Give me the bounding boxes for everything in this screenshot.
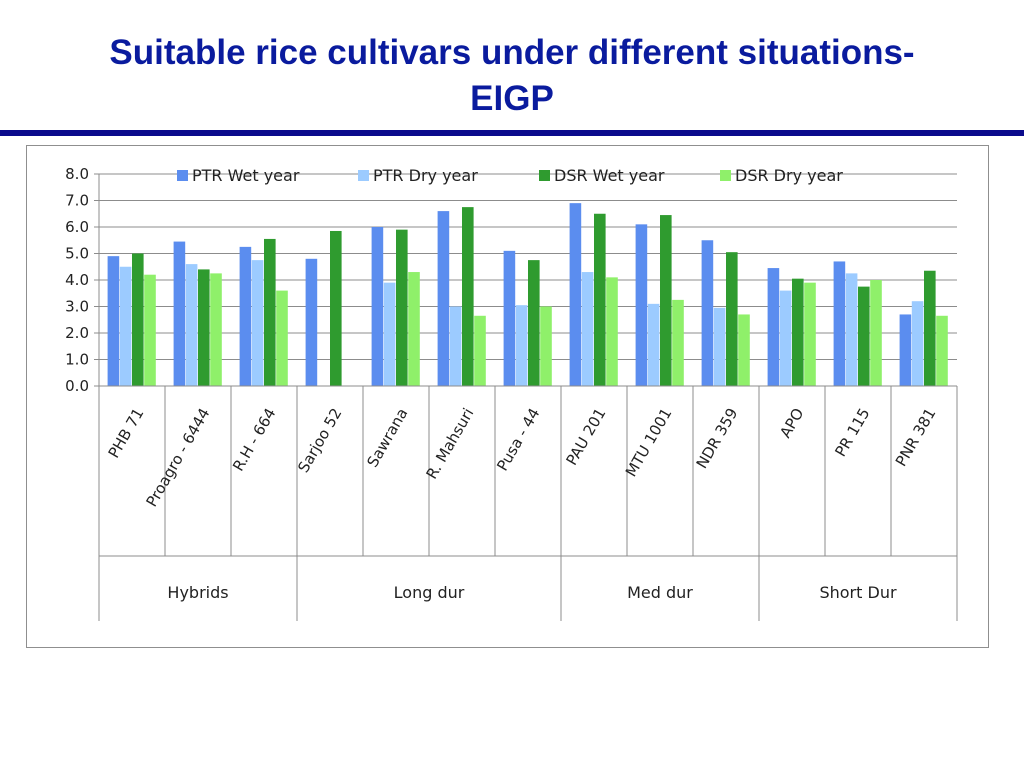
x-category-label: Proagro - 6444 bbox=[143, 405, 214, 510]
legend-label: PTR Wet year bbox=[192, 166, 300, 185]
bar-dsr-wet-year bbox=[198, 269, 210, 386]
group-label: Med dur bbox=[627, 583, 693, 602]
bar-ptr-wet-year bbox=[767, 268, 780, 386]
group-label: Hybrids bbox=[167, 583, 228, 602]
bar-dsr-dry-year bbox=[936, 315, 948, 386]
bar-dsr-wet-year bbox=[858, 286, 870, 386]
x-category-label: PR 115 bbox=[831, 405, 873, 460]
legend-swatch bbox=[720, 170, 731, 181]
chart-frame: 0.0 1.0 2.0 3.0 4.0 5.0 6.0 7.0 8.0 PTR Wet year P… bbox=[26, 145, 989, 648]
bar-ptr-dry-year bbox=[515, 305, 528, 386]
bar-dsr-dry-year bbox=[672, 299, 684, 386]
bar-dsr-dry-year bbox=[804, 282, 816, 386]
title-rule bbox=[0, 130, 1024, 136]
bar-ptr-wet-year bbox=[107, 256, 120, 386]
bar-dsr-dry-year bbox=[276, 290, 288, 386]
bar-ptr-wet-year bbox=[371, 227, 384, 386]
y-tick-label: 6.0 bbox=[65, 218, 89, 236]
bar-ptr-wet-year bbox=[239, 246, 252, 386]
bar-ptr-wet-year bbox=[569, 203, 582, 386]
x-category-label: PAU 201 bbox=[563, 405, 610, 468]
bar-dsr-wet-year bbox=[726, 252, 738, 386]
slide-title-line-1: Suitable rice cultivars under different … bbox=[109, 33, 915, 72]
bar-ptr-dry-year bbox=[911, 301, 924, 386]
legend-swatch bbox=[177, 170, 188, 181]
legend-label: PTR Dry year bbox=[373, 166, 478, 185]
bar-dsr-wet-year bbox=[792, 278, 804, 386]
y-tick-label: 7.0 bbox=[65, 192, 89, 210]
bar-ptr-wet-year bbox=[833, 261, 846, 386]
bar-dsr-dry-year bbox=[540, 306, 552, 386]
bar-ptr-dry-year bbox=[779, 290, 792, 386]
bar-dsr-dry-year bbox=[474, 315, 486, 386]
bar-dsr-wet-year bbox=[660, 215, 672, 386]
bar-dsr-wet-year bbox=[132, 253, 144, 386]
x-category-label: Sarjoo 52 bbox=[294, 405, 345, 476]
bar-dsr-dry-year bbox=[144, 274, 156, 386]
bar-ptr-dry-year bbox=[713, 307, 726, 386]
x-category-label: MTU 1001 bbox=[622, 405, 676, 480]
bar-dsr-dry-year bbox=[606, 277, 618, 386]
y-tick-label: 4.0 bbox=[65, 271, 89, 289]
y-tick-label: 5.0 bbox=[65, 245, 89, 263]
slide-title-line-2: EIGP bbox=[470, 79, 554, 118]
grouped-bar-chart: 0.0 1.0 2.0 3.0 4.0 5.0 6.0 7.0 8.0 PTR Wet year P… bbox=[65, 165, 958, 621]
bar-ptr-wet-year bbox=[635, 224, 648, 386]
y-tick-label: 3.0 bbox=[65, 298, 89, 316]
x-category-label: Pusa - 44 bbox=[493, 405, 543, 474]
bar-dsr-dry-year bbox=[408, 272, 420, 386]
bar-dsr-dry-year bbox=[738, 314, 750, 386]
bar-dsr-wet-year bbox=[330, 230, 342, 386]
y-tick-label: 2.0 bbox=[65, 324, 89, 342]
y-tick-label: 1.0 bbox=[65, 351, 89, 369]
y-tick-label: 8.0 bbox=[65, 165, 89, 183]
bar-ptr-dry-year bbox=[185, 264, 198, 386]
bar-ptr-dry-year bbox=[383, 282, 396, 386]
bar-dsr-dry-year bbox=[210, 273, 222, 386]
x-category-label: R.H - 664 bbox=[229, 405, 279, 474]
bar-ptr-wet-year bbox=[503, 250, 516, 386]
bar-ptr-dry-year bbox=[845, 273, 858, 386]
bar-ptr-dry-year bbox=[581, 272, 594, 386]
bar-ptr-wet-year bbox=[437, 211, 450, 386]
x-category-label: R. Mahsuri bbox=[423, 405, 478, 482]
bar-dsr-dry-year bbox=[870, 280, 882, 386]
x-category-label: PNR 381 bbox=[892, 405, 940, 470]
legend-label: DSR Dry year bbox=[735, 166, 843, 185]
bar-dsr-wet-year bbox=[396, 229, 408, 386]
legend-swatch bbox=[539, 170, 550, 181]
bar-ptr-dry-year bbox=[119, 266, 132, 386]
group-label: Short Dur bbox=[819, 583, 896, 602]
bar-ptr-wet-year bbox=[899, 314, 912, 386]
y-tick-label: 0.0 bbox=[65, 377, 89, 395]
bar-dsr-wet-year bbox=[264, 238, 276, 386]
x-category-label: APO bbox=[776, 405, 807, 441]
x-category-label: PHB 71 bbox=[105, 405, 148, 461]
bar-dsr-wet-year bbox=[594, 213, 606, 386]
bar-ptr-wet-year bbox=[305, 258, 318, 386]
bar-dsr-wet-year bbox=[924, 270, 936, 386]
slide-title: Suitable rice cultivars under different … bbox=[0, 30, 1024, 122]
bar-ptr-wet-year bbox=[701, 240, 714, 386]
legend-label: DSR Wet year bbox=[554, 166, 665, 185]
legend-swatch bbox=[358, 170, 369, 181]
x-category-label: NDR 359 bbox=[693, 405, 742, 472]
bar-dsr-wet-year bbox=[528, 260, 540, 386]
bar-ptr-dry-year bbox=[449, 306, 462, 386]
bar-ptr-dry-year bbox=[251, 260, 264, 386]
bar-ptr-wet-year bbox=[173, 241, 186, 386]
group-label: Long dur bbox=[394, 583, 465, 602]
bar-ptr-dry-year bbox=[647, 303, 660, 386]
bar-dsr-wet-year bbox=[462, 207, 474, 386]
x-category-label: Sawrana bbox=[363, 405, 411, 470]
